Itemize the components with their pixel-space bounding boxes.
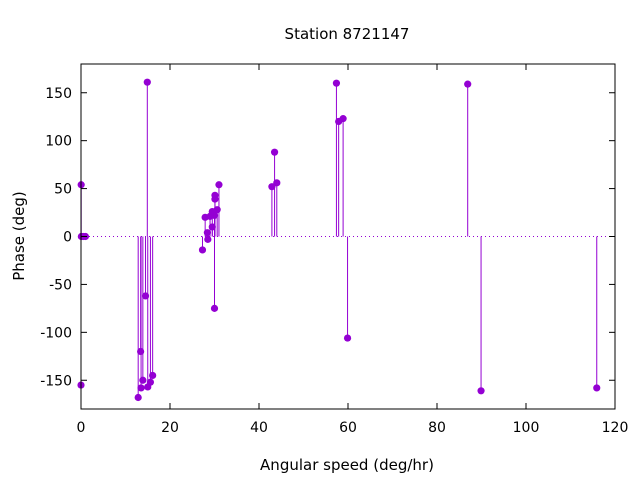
y-tick-label: -150 bbox=[40, 373, 72, 389]
data-point bbox=[198, 246, 207, 254]
data-point bbox=[210, 304, 219, 312]
data-point bbox=[137, 384, 145, 392]
data-point bbox=[464, 80, 472, 88]
data-point bbox=[273, 179, 281, 187]
x-tick-label: 60 bbox=[339, 420, 357, 436]
data-point bbox=[339, 115, 347, 123]
data-point bbox=[343, 334, 352, 342]
y-axis-ticks: -150 -100 -50 0 50 100 150 bbox=[40, 86, 615, 389]
x-tick-label: 100 bbox=[513, 420, 540, 436]
x-axis-title: Angular speed (deg/hr) bbox=[260, 456, 434, 474]
data-point bbox=[270, 148, 279, 156]
data-point bbox=[211, 195, 219, 203]
y-tick-label: 150 bbox=[45, 86, 72, 102]
y-tick-label: 0 bbox=[63, 230, 72, 246]
data-point bbox=[139, 376, 147, 384]
point-layer bbox=[77, 78, 601, 402]
data-point bbox=[332, 79, 341, 87]
data-point bbox=[215, 181, 223, 189]
x-tick-label: 20 bbox=[161, 420, 179, 436]
data-point bbox=[208, 223, 216, 231]
y-tick-label: 100 bbox=[45, 134, 72, 150]
data-point bbox=[141, 292, 150, 300]
x-tick-label: 80 bbox=[428, 420, 446, 436]
x-axis-ticks: 0 20 40 60 80 100 120 bbox=[77, 64, 629, 436]
y-axis-title: Phase (deg) bbox=[10, 191, 28, 281]
data-point bbox=[477, 387, 485, 395]
chart-title: Station 8721147 bbox=[285, 25, 410, 43]
data-point bbox=[137, 347, 145, 356]
x-tick-label: 0 bbox=[77, 420, 86, 436]
data-point bbox=[146, 378, 155, 386]
y-tick-label: -50 bbox=[49, 277, 72, 293]
x-tick-label: 120 bbox=[602, 420, 629, 436]
data-point bbox=[149, 371, 157, 380]
data-point bbox=[143, 78, 151, 86]
y-tick-label: 50 bbox=[54, 182, 72, 198]
data-point bbox=[593, 384, 601, 392]
y-tick-label: -100 bbox=[40, 325, 72, 341]
data-point bbox=[134, 393, 142, 402]
data-point bbox=[268, 183, 276, 191]
data-point bbox=[213, 206, 221, 214]
data-point bbox=[210, 211, 219, 220]
data-point bbox=[204, 235, 212, 243]
data-point bbox=[203, 229, 211, 237]
x-tick-label: 40 bbox=[250, 420, 268, 436]
